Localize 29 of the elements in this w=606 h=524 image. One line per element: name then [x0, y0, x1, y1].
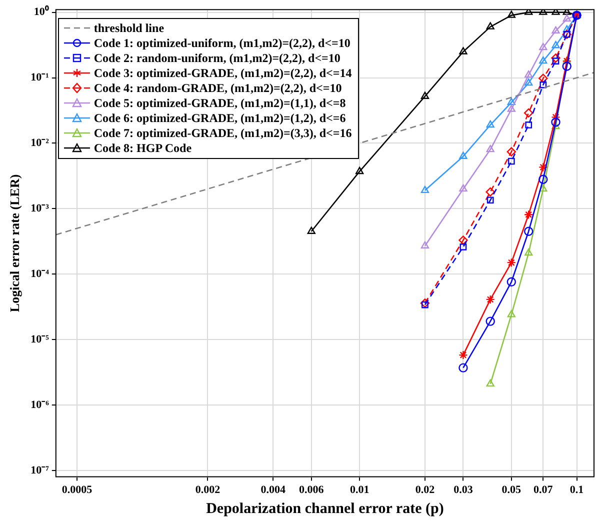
- x-axis-title: Depolarization channel error rate (p): [206, 500, 444, 517]
- x-tick-label: 0.07: [534, 484, 554, 496]
- x-tick-label: 0.01: [350, 484, 370, 496]
- legend-label: Code 4: random-GRADE, (m1,m2)=(2,2), d<=10: [94, 80, 342, 96]
- x-tick-label: 0.002: [195, 484, 221, 496]
- y-tick-label: 10⁻³: [30, 202, 50, 214]
- legend-label: Code 2: random-uniform, (m1,m2)=(2,2), d<=10: [94, 50, 340, 66]
- legend-label: Code 1: optimized-uniform, (m1,m2)=(2,2), d<=10: [94, 36, 350, 51]
- legend-label: Code 3: optimized-GRADE, (m1,m2)=(2,2), d<=14: [94, 66, 352, 81]
- y-tick-label: 10⁰: [34, 5, 49, 18]
- legend-label: Code 5: optimized-GRADE, (m1,m2)=(1,1), d<=8: [94, 96, 346, 111]
- y-tick-label: 10⁻²: [30, 137, 50, 150]
- legend-label: Code 6: optimized-GRADE, (m1,m2)=(1,2), d<=6: [94, 110, 346, 126]
- legend-label: threshold line: [94, 20, 164, 36]
- legend-label: Code 7: optimized-GRADE, (m1,m2)=(3,3), d<=16: [94, 126, 352, 141]
- y-tick-label: 10⁻¹: [30, 72, 49, 84]
- x-tick-label: 0.1: [570, 484, 584, 496]
- y-tick-label: 10⁻⁴: [30, 268, 50, 280]
- y-tick-label: 10⁻⁷: [30, 464, 50, 476]
- y-tick-label: 10⁻⁶: [30, 398, 50, 411]
- x-tick-label: 0.004: [260, 484, 286, 496]
- y-axis-title: Logical error rate (LER): [7, 174, 22, 312]
- x-tick-label: 0.006: [299, 484, 324, 496]
- legend-label: Code 8: HGP Code: [94, 140, 192, 156]
- x-tick-label: 0.05: [502, 484, 522, 496]
- x-tick-label: 0.0005: [62, 484, 93, 496]
- x-tick-label: 0.02: [415, 484, 436, 496]
- x-tick-label: 0.03: [454, 484, 474, 496]
- y-tick-label: 10⁻⁵: [30, 333, 50, 346]
